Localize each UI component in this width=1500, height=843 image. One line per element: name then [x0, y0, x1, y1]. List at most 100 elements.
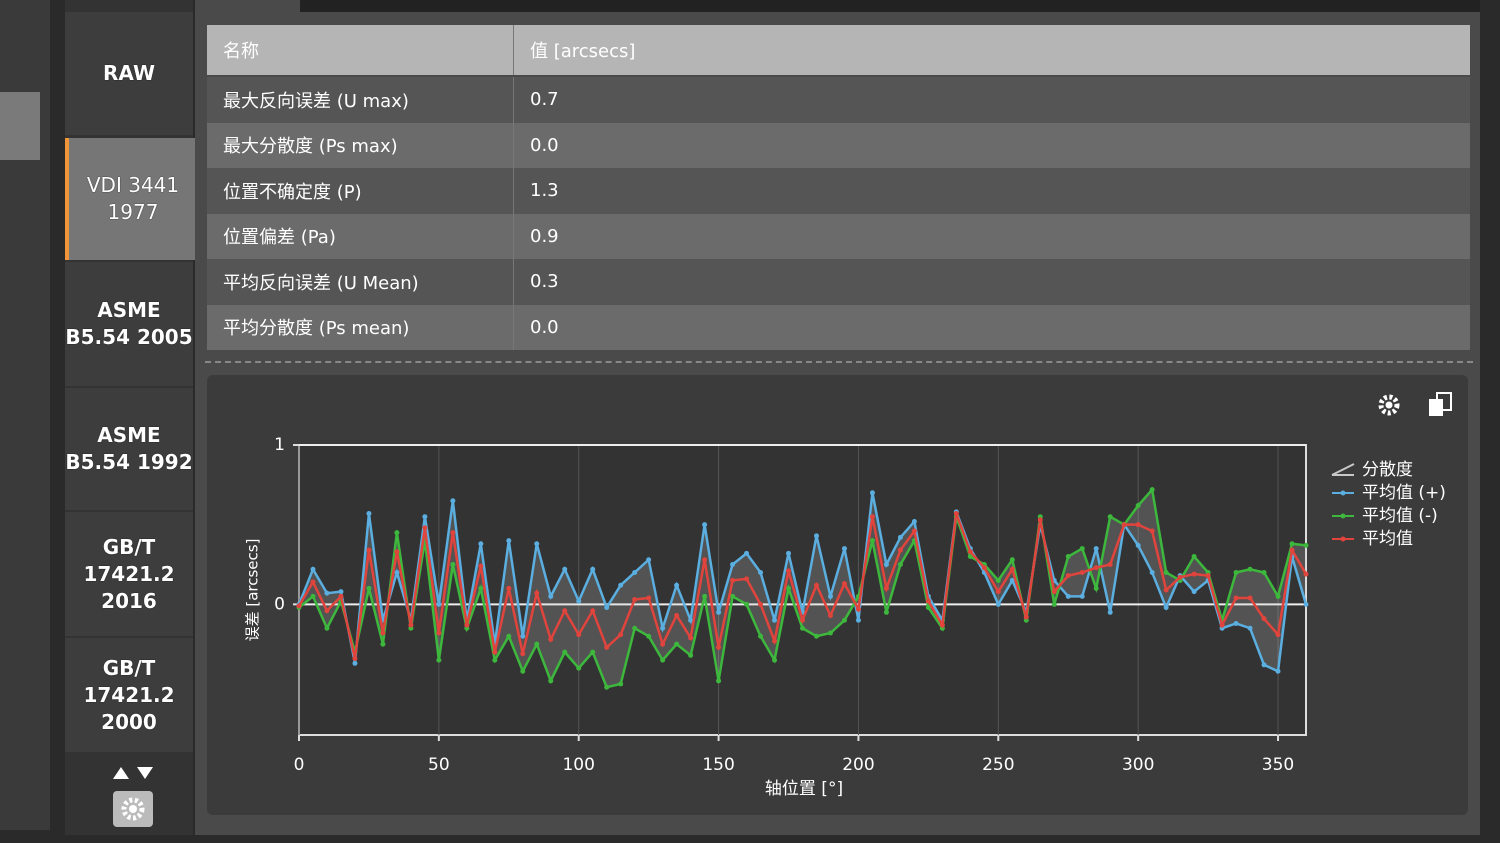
data-point [632, 569, 638, 575]
button-label: B5.54 2005 [65, 325, 193, 349]
data-point [324, 608, 330, 614]
data-point [1065, 554, 1071, 560]
legend-label: 平均值 [1362, 529, 1413, 549]
button-label: 17421.2 [83, 561, 175, 586]
data-point [855, 617, 861, 623]
left-tab[interactable] [0, 92, 40, 160]
data-point [1275, 668, 1281, 674]
data-point [702, 557, 708, 563]
data-point [1065, 593, 1071, 599]
chart: 轴位置 [°] 误差 [arcsecs] 0 50 100 150 200 250 300 3… [244, 392, 1452, 799]
data-point [897, 534, 903, 540]
standard-button[interactable]: GB/T 17421.2 2016 [65, 512, 193, 636]
table-row: 最大反向误差 (U max) 0.7 [207, 77, 1470, 123]
legend-label: 平均值 (+) [1362, 483, 1446, 503]
data-point [995, 601, 1001, 607]
data-point [1261, 616, 1267, 622]
table-cell: 0.3 [530, 271, 559, 293]
data-point [758, 569, 764, 575]
top-bar [300, 0, 1480, 12]
data-point [590, 649, 596, 655]
data-point [604, 605, 610, 611]
data-point [1275, 593, 1281, 599]
scroll-down[interactable] [137, 767, 153, 779]
data-point [436, 601, 442, 607]
data-point [492, 657, 498, 663]
data-point [1247, 625, 1253, 631]
data-point [1079, 546, 1085, 552]
data-point [813, 633, 819, 639]
standard-button[interactable]: VDI 3441 1977 [65, 138, 197, 260]
data-point [310, 579, 316, 585]
standard-button[interactable]: GB/T 17421.2 2000 [65, 638, 193, 752]
data-point [800, 625, 805, 631]
data-point [324, 590, 330, 596]
header-cell: 名称 [207, 25, 514, 75]
data-point [1009, 577, 1015, 583]
table-header: 名称值 [arcsecs] [207, 25, 1470, 75]
data-point [562, 566, 568, 572]
data-point [1219, 622, 1225, 628]
data-point [618, 681, 624, 687]
scroll-up[interactable] [113, 767, 129, 779]
standard-button[interactable]: RAW [65, 12, 193, 135]
x-tick-label: 100 [562, 755, 594, 775]
data-point [855, 606, 861, 612]
x-tick-label: 350 [1262, 755, 1294, 775]
data-point [1247, 595, 1253, 601]
data-point [786, 550, 792, 556]
y-axis-label: 误差 [arcsecs] [244, 539, 262, 642]
data-point [953, 511, 959, 517]
data-point [1009, 566, 1015, 572]
data-point [1135, 503, 1141, 509]
data-point [632, 625, 638, 631]
data-point [1275, 632, 1281, 638]
data-point [436, 630, 442, 636]
data-point [702, 522, 708, 528]
chart-settings[interactable] [1378, 394, 1400, 416]
legend-label: 分散度 [1362, 460, 1413, 480]
standard-button[interactable]: ASME B5.54 2005 [65, 262, 193, 386]
legend-swatch [1331, 463, 1355, 476]
data-point [772, 638, 778, 644]
data-point [646, 595, 652, 601]
data-point [772, 657, 778, 663]
button-label: 2000 [101, 709, 157, 734]
data-point [534, 641, 540, 647]
data-point [380, 641, 386, 647]
data-point [744, 601, 750, 607]
header-cell: 值 [arcsecs] [530, 41, 636, 62]
data-point [1023, 614, 1029, 620]
data-point [869, 514, 875, 520]
table-cell: 1.3 [530, 180, 559, 202]
data-point [1191, 571, 1197, 577]
data-point [1107, 514, 1113, 520]
data-point [1261, 662, 1267, 668]
data-point [338, 593, 344, 599]
data-point [800, 617, 805, 623]
data-point [827, 612, 833, 618]
table-cell: 最大反向误差 (U max) [207, 77, 514, 123]
data-point [827, 630, 833, 636]
legend-label: 平均值 (-) [1362, 506, 1438, 526]
data-point [674, 582, 680, 588]
data-point [1079, 569, 1085, 575]
data-point [841, 617, 847, 623]
data-point [1205, 573, 1211, 579]
data-point [618, 582, 624, 588]
data-point [1177, 574, 1183, 580]
x-tick-label: 0 [294, 755, 305, 775]
standard-button[interactable]: ASME B5.54 1992 [65, 388, 193, 510]
sidebar-controls [113, 767, 153, 827]
data-point [897, 547, 903, 553]
x-tick-label: 150 [702, 755, 734, 775]
data-point [813, 582, 819, 588]
table-row: 平均反向误差 (U Mean) 0.3 [207, 259, 1470, 305]
data-point [744, 576, 750, 582]
table-cell: 0.0 [530, 134, 559, 156]
data-point [548, 636, 554, 642]
data-point [1233, 620, 1239, 626]
data-point [813, 533, 819, 539]
data-point [618, 632, 624, 638]
data-point [1051, 589, 1057, 595]
